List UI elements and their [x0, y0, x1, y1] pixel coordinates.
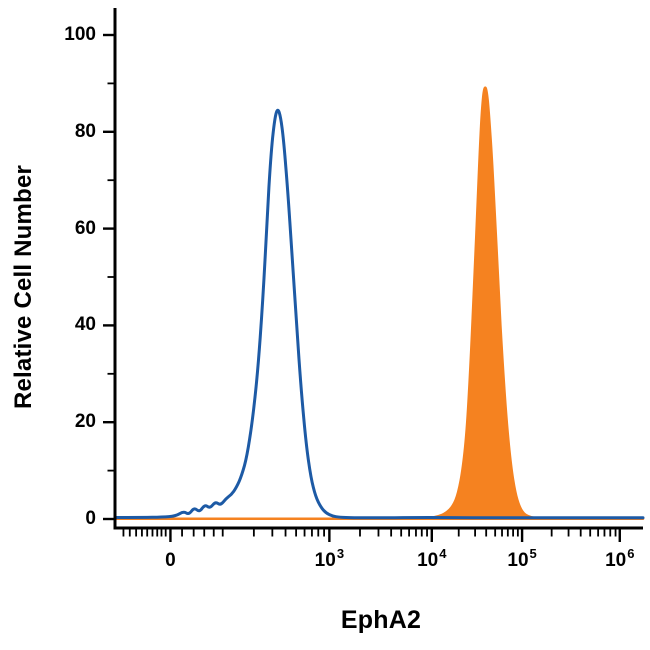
y-tick-label: 60: [74, 217, 96, 239]
y-tick-label: 0: [85, 508, 96, 529]
x-tick-label: 103: [314, 546, 345, 571]
y-tick-label: 40: [74, 314, 96, 336]
x-tick-label: 104: [417, 546, 447, 571]
y-tick-label: 100: [64, 24, 96, 45]
x-axis-title: EphA2: [340, 606, 422, 634]
x-tick-label: 106: [605, 546, 635, 571]
orange-filled-histogram: [113, 86, 645, 521]
y-axis-title: Relative Cell Number: [10, 164, 37, 410]
y-tick-label: 80: [74, 120, 96, 142]
x-tick-label: 105: [507, 546, 537, 571]
x-tick-label: 0: [165, 550, 176, 571]
blue-outline-histogram: [113, 108, 645, 520]
y-tick-label: 20: [74, 411, 96, 433]
